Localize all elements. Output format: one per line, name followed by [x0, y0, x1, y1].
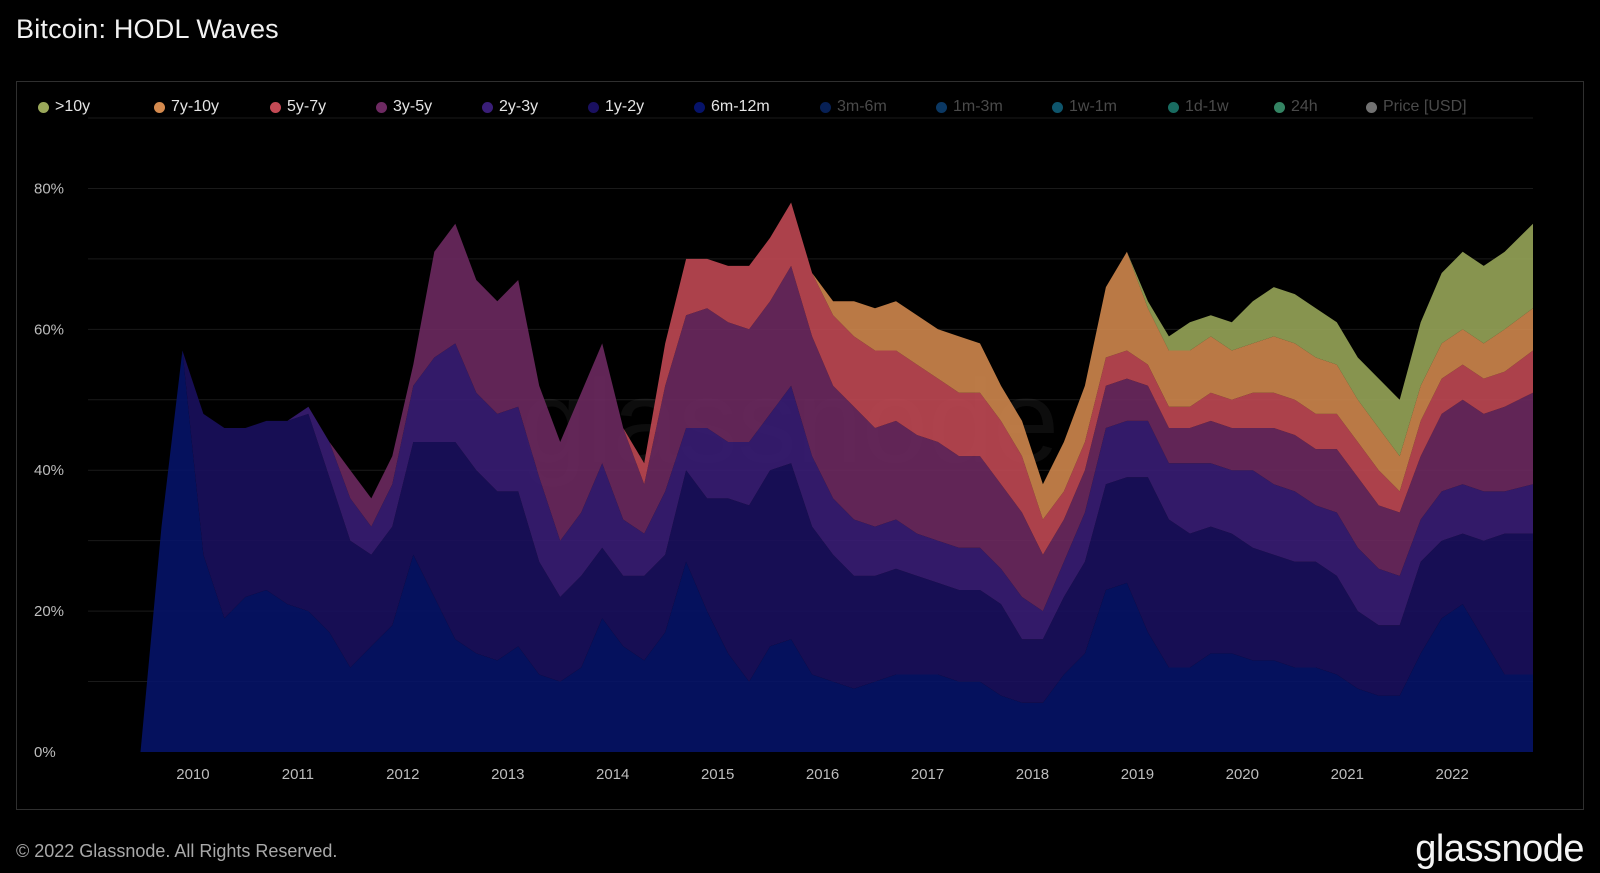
area-1y-2y	[140, 350, 1533, 752]
legend-label: 6m-12m	[711, 98, 770, 115]
legend-label: 3y-5y	[393, 98, 433, 115]
legend-swatch-icon	[376, 101, 387, 113]
x-tick-label: 2011	[282, 766, 314, 783]
x-tick-label: 2022	[1436, 766, 1469, 783]
x-tick-label: 2012	[386, 766, 419, 783]
legend: >10y 7y-10y 5y-7y 3y-5y 2y-3y 1y-2y 6m-12m 3m-6…	[38, 98, 1496, 116]
legend-item-1w-1m[interactable]: 1w-1m	[1052, 98, 1168, 116]
legend-item-1y-2y[interactable]: 1y-2y	[588, 98, 694, 116]
x-tick-label: 2020	[1226, 766, 1259, 783]
y-tick-label: 20%	[34, 603, 64, 620]
legend-swatch-icon	[1168, 101, 1179, 113]
legend-label: 1d-1w	[1185, 98, 1229, 115]
legend-item-price-usd[interactable]: Price [USD]	[1366, 98, 1496, 116]
legend-swatch-icon	[820, 101, 831, 113]
legend-swatch-icon	[38, 101, 49, 113]
x-tick-label: 2014	[596, 766, 629, 783]
legend-item-10y[interactable]: >10y	[38, 98, 154, 116]
legend-label: 24h	[1291, 98, 1318, 115]
x-tick-label: 2013	[491, 766, 524, 783]
legend-item-24h[interactable]: 24h	[1274, 98, 1366, 116]
area-2y-3y	[140, 343, 1533, 752]
brand-logo: glassnode	[1415, 828, 1584, 870]
legend-swatch-icon	[1052, 101, 1063, 113]
legend-item-7y-10y[interactable]: 7y-10y	[154, 98, 270, 116]
area-layers	[140, 202, 1533, 752]
legend-item-1d-1w[interactable]: 1d-1w	[1168, 98, 1274, 116]
y-tick-label: 60%	[34, 321, 64, 338]
legend-label: >10y	[55, 98, 91, 115]
page-title: Bitcoin: HODL Waves	[16, 14, 279, 44]
legend-swatch-icon	[1366, 101, 1377, 113]
y-tick-label: 0%	[34, 744, 56, 761]
y-tick-label: 40%	[34, 462, 64, 479]
legend-item-5y-7y[interactable]: 5y-7y	[270, 98, 376, 116]
legend-item-6m-12m[interactable]: 6m-12m	[694, 98, 820, 116]
area-6m-12m	[140, 350, 1533, 752]
area-10y	[140, 202, 1533, 752]
legend-label: 1w-1m	[1069, 98, 1118, 115]
copyright: © 2022 Glassnode. All Rights Reserved.	[16, 841, 338, 861]
area-3y-5y	[140, 223, 1533, 752]
legend-label: 3m-6m	[837, 98, 887, 115]
legend-label: 1m-3m	[953, 98, 1003, 115]
legend-swatch-icon	[694, 101, 705, 113]
area-7y-10y	[140, 202, 1533, 752]
legend-label: 5y-7y	[287, 98, 327, 115]
x-tick-label: 2018	[1016, 766, 1049, 783]
legend-label: Price [USD]	[1383, 98, 1467, 115]
legend-item-3m-6m[interactable]: 3m-6m	[820, 98, 936, 116]
legend-swatch-icon	[270, 101, 281, 113]
x-axis-labels: 2010 2011 2012 2013 2014 2015 2016 2017 2018 2019…	[176, 766, 1469, 783]
legend-item-1m-3m[interactable]: 1m-3m	[936, 98, 1052, 116]
x-tick-label: 2017	[911, 766, 944, 783]
chart-frame	[16, 81, 1584, 810]
legend-swatch-icon	[482, 101, 493, 113]
legend-item-3y-5y[interactable]: 3y-5y	[376, 98, 482, 116]
y-tick-label: 80%	[34, 180, 64, 197]
x-tick-label: 2016	[806, 766, 839, 783]
legend-label: 2y-3y	[499, 98, 539, 115]
legend-label: 1y-2y	[605, 98, 645, 115]
legend-item-2y-3y[interactable]: 2y-3y	[482, 98, 588, 116]
legend-swatch-icon	[1274, 101, 1285, 113]
y-axis-labels: 0% 20% 40% 60% 80%	[34, 180, 64, 761]
x-tick-label: 2010	[176, 766, 209, 783]
x-tick-label: 2015	[701, 766, 734, 783]
legend-swatch-icon	[588, 101, 599, 113]
x-tick-label: 2021	[1331, 766, 1364, 783]
legend-swatch-icon	[154, 101, 165, 113]
legend-swatch-icon	[936, 101, 947, 113]
legend-label: 7y-10y	[171, 98, 220, 115]
x-tick-label: 2019	[1121, 766, 1154, 783]
